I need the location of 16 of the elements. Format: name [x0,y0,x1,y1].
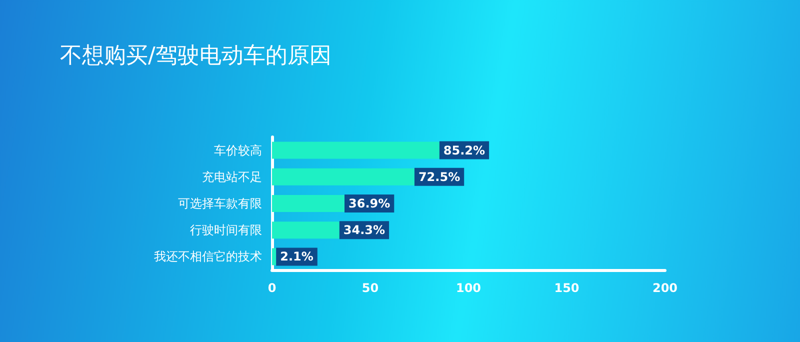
data-label: 72.5% [418,170,460,184]
x-tick-label: 50 [362,281,379,295]
y-tick-label: 可选择车款有限 [178,196,262,210]
y-tick-label: 充电站不足 [202,170,262,184]
y-tick-label: 车价较高 [214,143,262,158]
x-tick-label: 0 [268,281,276,295]
x-tick-label: 150 [554,281,580,295]
data-label: 85.2% [443,143,486,158]
y-tick-label: 我还不相信它的技术 [154,250,262,264]
data-label: 2.1% [280,250,314,264]
x-tick-label: 100 [456,281,482,295]
y-tick-label: 行驶时间有限 [190,223,262,238]
data-label: 34.3% [343,223,386,238]
data-label: 36.9% [348,196,390,210]
chart-title: 不想购买/驾驶电动车的原因 [60,44,332,68]
x-tick-label: 200 [652,281,678,295]
